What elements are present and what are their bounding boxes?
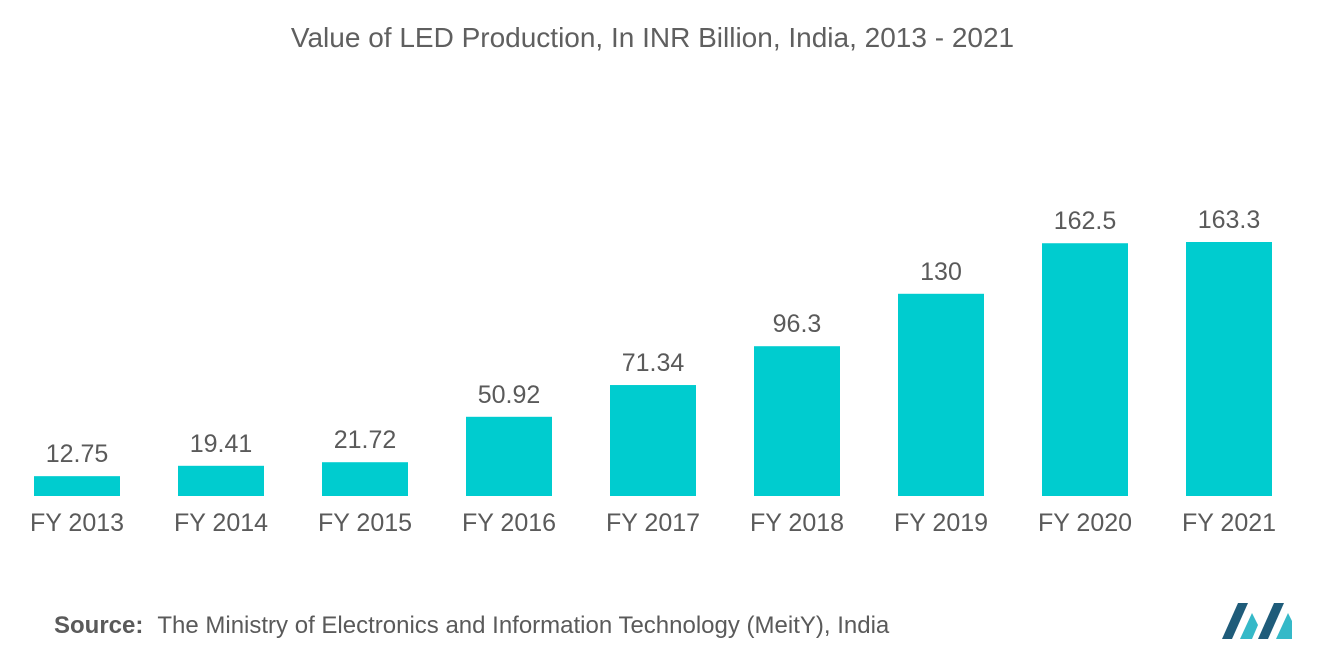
data-label: 71.34	[622, 349, 685, 377]
bar-fy-2013	[34, 476, 120, 496]
data-label: 130	[920, 258, 962, 286]
source-text: The Ministry of Electronics and Informat…	[157, 612, 890, 639]
x-tick-label: FY 2015	[318, 509, 412, 537]
source-note: Source: The Ministry of Electronics and I…	[54, 612, 889, 640]
chart-title: Value of LED Production, In INR Billion,…	[290, 22, 1015, 53]
data-label: 163.3	[1198, 206, 1261, 234]
bar-fy-2021	[1186, 242, 1272, 496]
x-axis-labels-group: FY 2013 FY 2014 FY 2015 FY 2016 FY 2017 FY 20…	[30, 509, 1276, 537]
data-label: 96.3	[773, 310, 822, 338]
data-label: 21.72	[334, 426, 397, 454]
data-label: 12.75	[46, 440, 109, 468]
x-tick-label: FY 2018	[750, 509, 844, 537]
value-labels-group: 12.75 19.41 21.72 50.92 71.34 96.3 130 162.5 163…	[46, 206, 1261, 468]
bars-group	[34, 242, 1272, 496]
x-tick-label: FY 2013	[30, 509, 124, 537]
bar-fy-2016	[466, 416, 552, 496]
x-tick-label: FY 2021	[1182, 509, 1276, 537]
x-tick-label: FY 2016	[462, 509, 556, 537]
bar-fy-2020	[1042, 243, 1128, 496]
bar-fy-2017	[610, 385, 696, 496]
data-label: 162.5	[1054, 207, 1117, 235]
company-logo-icon	[1222, 603, 1292, 639]
bar-fy-2018	[754, 346, 840, 496]
x-tick-label: FY 2020	[1038, 509, 1132, 537]
bar-fy-2015	[322, 462, 408, 496]
x-tick-label: FY 2014	[174, 509, 268, 537]
bar-fy-2019	[898, 293, 984, 496]
source-label: Source:	[54, 612, 144, 639]
x-tick-label: FY 2017	[606, 509, 700, 537]
data-label: 19.41	[190, 430, 253, 458]
x-tick-label: FY 2019	[894, 509, 988, 537]
bar-chart: 12.75 19.41 21.72 50.92 71.34 96.3 130 162.5 163…	[30, 206, 1276, 537]
bar-fy-2014	[178, 465, 264, 496]
data-label: 50.92	[478, 381, 541, 409]
